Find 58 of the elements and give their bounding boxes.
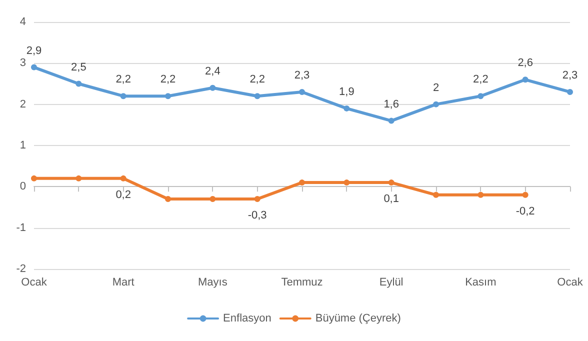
y-tick-label: -2 [16,263,26,275]
legend-label: Enflasyon [223,312,272,324]
point [567,88,573,95]
data-label: 2,9 [26,44,42,57]
data-label: -0,3 [248,210,267,222]
point [254,93,260,100]
x-tick-label: Temmuz [281,276,323,288]
point [120,93,126,100]
legend-label: Büyüme (Çeyrek) [315,312,401,324]
x-tick-label: Eylül [379,276,404,288]
point [433,101,439,108]
point [299,180,305,186]
point [388,118,394,124]
point [165,196,171,202]
data-label: -0,2 [516,205,535,218]
data-label: 0,1 [384,193,399,206]
point [522,76,528,83]
point [165,93,171,100]
point [478,93,484,100]
point [433,192,439,198]
data-label: 2,4 [205,65,220,78]
point [254,196,260,202]
point [31,64,37,70]
y-tick-label: 2 [20,98,26,110]
point [120,175,126,182]
y-tick-label: 4 [20,16,26,28]
data-label: 2,3 [562,69,578,82]
point [344,105,350,112]
point [76,80,82,87]
x-tick-label: Ocak [557,276,584,288]
point [31,175,37,182]
data-label: 1,9 [339,86,354,98]
y-tick-label: 3 [20,57,26,70]
y-tick-label: -1 [16,222,26,234]
point [388,180,394,186]
data-label: 2,2 [250,74,265,86]
x-tick-label: Mart [112,276,134,288]
y-tick-label: 1 [20,140,26,152]
point [299,88,305,95]
data-label: 2 [432,82,440,94]
x-tick-label: Kasım [465,276,496,288]
x-tick-label: Mayıs [198,276,228,288]
x-tick-label: Ocak [21,276,48,288]
point [522,192,528,198]
data-label: 2,3 [294,69,310,82]
point [210,84,216,91]
data-label: 2,2 [473,74,488,86]
data-label: 2,2 [116,74,131,86]
point [478,192,484,198]
y-tick-label: 0 [20,180,26,193]
data-label: 2,6 [518,57,533,70]
data-label: 0,2 [116,188,131,201]
data-label: 2,2 [160,74,176,86]
data-label: 2,5 [71,61,86,74]
point [76,175,82,182]
point [210,196,216,202]
data-label: 1,6 [384,98,399,110]
point [344,180,350,186]
